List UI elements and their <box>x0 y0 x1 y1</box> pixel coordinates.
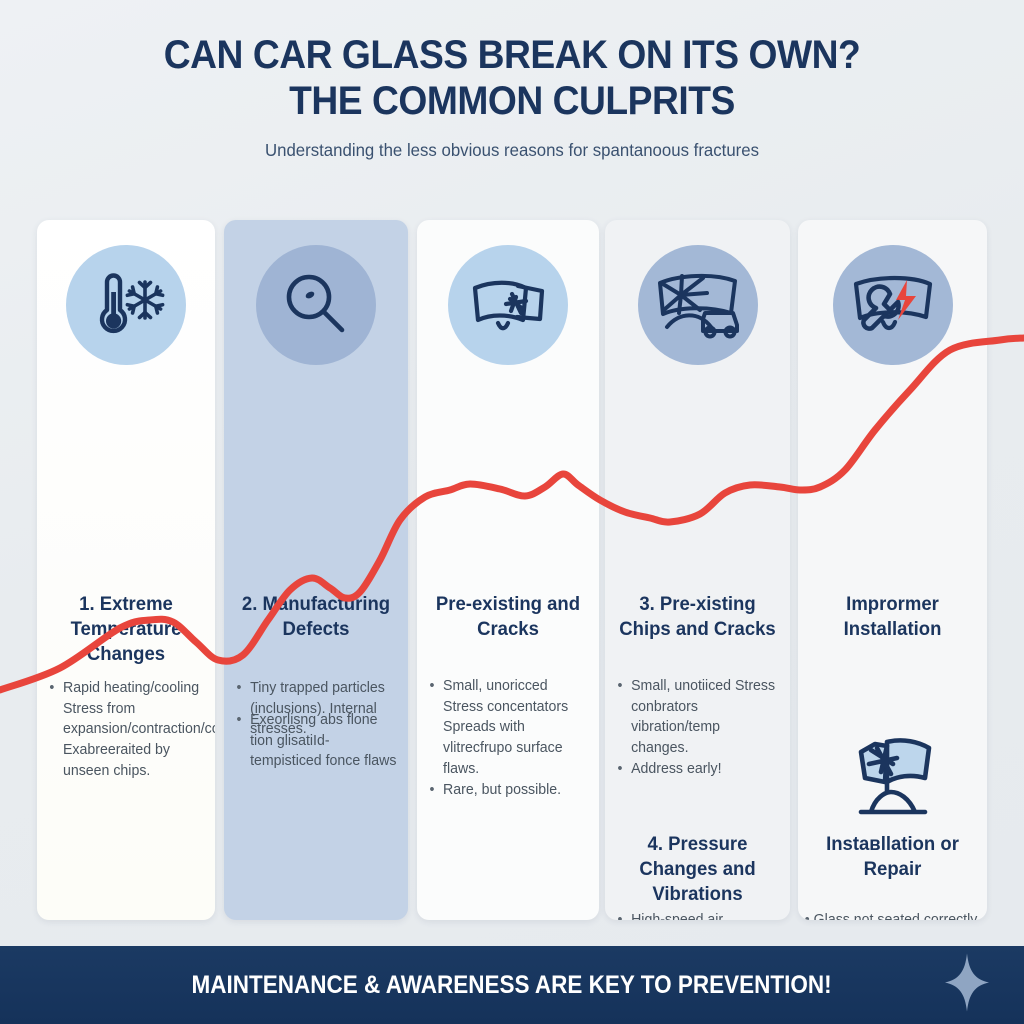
list-item: Glass not seated correctly. Wrong adhesi… <box>803 910 982 920</box>
culprit-card-4[interactable]: 3. Pre-xisting Chips and Cracks Small, u… <box>605 220 790 920</box>
culprit-card-4-heading: 3. Pre-xisting Chips and Cracks <box>619 593 776 640</box>
magnifying-glass-inclusion-icon <box>256 245 376 365</box>
culprit-card-5-secondary-bullets: Glass not seated correctly. Wrong adhesi… <box>803 910 982 920</box>
culprit-card-2-heading: 2. Manufacturing Defects <box>241 593 391 640</box>
culprit-card-5-secondary-heading: Instaʙllation or Repair <box>826 833 959 880</box>
culprit-card-4-bullets: Small, unotiiced Stress conbrators vibra… <box>618 676 780 780</box>
cracked-windshield-icon <box>448 245 568 365</box>
culprit-card-row: 1. Extreme Temperature Changes Rapid hea… <box>0 220 1024 920</box>
wrench-windshield-bolt-icon <box>832 245 953 365</box>
footer-message: MAINTENANCE & AWARENESS ARE KEY TO PREVE… <box>191 970 833 999</box>
culprit-card-4-secondary-bullets: High-speed air pressure, Engine/likely w… <box>618 910 780 920</box>
culprit-card-3-bullets: Small, unoricced Stress concentators Spr… <box>429 676 588 800</box>
list-item: Small, unotiiced Stress conbrators vibra… <box>618 676 780 759</box>
list-item: Address early! <box>618 759 780 780</box>
header: CAN CAR GLASS BREAK ON ITS OWN? THE COMM… <box>0 0 1024 161</box>
culprit-card-5-heading: Imprormer Installation <box>843 593 942 640</box>
list-item: Small, unoricced Stress concentators Spr… <box>429 676 588 780</box>
culprit-card-1-bullets: Rapid heating/cooling Stress from expans… <box>49 678 215 782</box>
four-point-star-icon <box>945 953 989 1017</box>
list-item: Rare, but possible. <box>429 780 588 801</box>
title-line-2: THE COMMON CULPRITS <box>289 79 735 123</box>
culprit-card-2[interactable]: 2. Manufacturing Defects Tiny trapped pa… <box>224 220 408 920</box>
list-item: High-speed air pressure, Engine/likely w… <box>618 910 780 920</box>
culprit-card-4-secondary-heading: 4. Pressure Changes and Vibrations <box>639 833 756 905</box>
culprit-card-1[interactable]: 1. Extreme Temperature Changes Rapid hea… <box>37 220 215 920</box>
culprit-card-3[interactable]: Pre-existing and Cracks Small, unoricced… <box>417 220 599 920</box>
culprit-card-3-heading: Pre-existing and Cracks <box>435 593 581 640</box>
culprit-card-2-secondary-bullets: Exeorlisng abs flone tion glisatiId-temp… <box>236 710 397 772</box>
thermometer-snowflake-icon <box>66 245 186 365</box>
title-line-1: CAN CAR GLASS BREAK ON ITS OWN? <box>163 33 861 77</box>
page-subtitle: Understanding the less obvious reasons f… <box>264 140 760 160</box>
footer-banner: MAINTENANCE & AWARENESS ARE KEY TO PREVE… <box>0 946 1024 1024</box>
cracked-glass-stand-icon <box>841 732 945 823</box>
list-item: Exeorlisng abs flone tion glisatiId-temp… <box>236 710 397 772</box>
culprit-card-1-heading: 1. Extreme Temperature Changes <box>70 593 182 665</box>
page-title: CAN CAR GLASS BREAK ON ITS OWN? THE COMM… <box>36 0 988 124</box>
shattered-windshield-car-icon <box>637 245 758 365</box>
list-item: Rapid heating/cooling Stress from expans… <box>49 678 215 782</box>
culprit-card-5[interactable]: Imprormer Installation Instaʙllation or … <box>798 220 987 920</box>
